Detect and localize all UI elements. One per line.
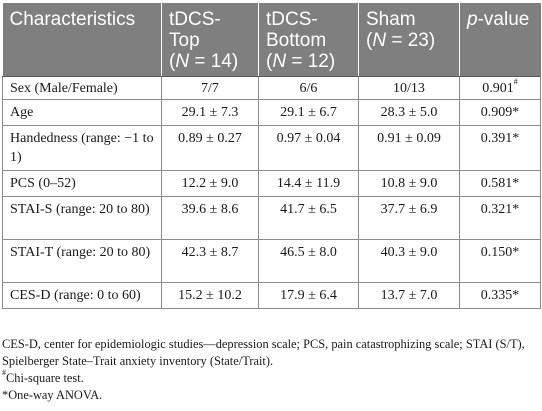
row-label: CES-D (range: 0 to 60) <box>2 282 162 309</box>
cell-p-value: 0.581* <box>459 170 541 197</box>
header-sham-line1: Sham <box>366 9 416 30</box>
cell-sham: 0.91 ± 0.09 <box>358 125 460 171</box>
cell-sham: 10/13 <box>358 76 460 100</box>
header-tdcs-bottom-line2: Bottom <box>266 30 327 51</box>
chi-square-note: #Chi-square test. <box>2 368 84 386</box>
row-label: PCS (0–52) <box>2 170 162 197</box>
cell-tdcs-bottom: 14.4 ± 11.9 <box>258 170 359 197</box>
header-p-value: p-value <box>459 3 541 77</box>
cell-tdcs-bottom: 6/6 <box>258 76 359 100</box>
row-label: Age <box>2 99 162 126</box>
footnote-mark: * <box>512 202 520 217</box>
table-row: STAI-S (range: 20 to 80) 39.6 ± 8.6 41.7… <box>2 196 541 240</box>
header-sham-n: (N = 23) <box>366 30 436 51</box>
table-row: CES-D (range: 0 to 60) 15.2 ± 10.2 17.9 … <box>2 282 541 309</box>
row-label: STAI-S (range: 20 to 80) <box>2 196 162 240</box>
cell-sham: 28.3 ± 5.0 <box>358 99 460 126</box>
cell-tdcs-top: 7/7 <box>161 76 259 100</box>
footnote-mark: * <box>512 288 520 303</box>
table-footnotes: CES-D, center for epidemiologic studies—… <box>2 336 538 404</box>
table-header-row: Characteristics tDCS- Top (N = 14) tDCS-… <box>2 3 541 77</box>
cell-tdcs-bottom: 17.9 ± 6.4 <box>258 282 359 309</box>
anova-mark: * <box>2 388 9 402</box>
cell-tdcs-top: 0.89 ± 0.27 <box>161 125 259 171</box>
row-label: STAI-T (range: 20 to 80) <box>2 239 162 283</box>
cell-p-value: 0.391* <box>459 125 541 171</box>
header-tdcs-top-line1: tDCS- <box>169 9 221 30</box>
footnote-mark: * <box>512 105 520 120</box>
header-tdcs-bottom-line1: tDCS- <box>266 9 318 30</box>
cell-tdcs-top: 15.2 ± 10.2 <box>161 282 259 309</box>
header-characteristics: Characteristics <box>2 3 162 77</box>
cell-tdcs-top: 42.3 ± 8.7 <box>161 239 259 283</box>
header-p-value-label: p-value <box>467 9 530 30</box>
cell-tdcs-top: 29.1 ± 7.3 <box>161 99 259 126</box>
table-row: PCS (0–52) 12.2 ± 9.0 14.4 ± 11.9 10.8 ±… <box>2 170 541 197</box>
footnote-mark: # <box>513 77 518 86</box>
row-label: Sex (Male/Female) <box>2 76 162 100</box>
cell-p-value: 0.321* <box>459 196 541 240</box>
cell-tdcs-top: 39.6 ± 8.6 <box>161 196 259 240</box>
cell-tdcs-bottom: 0.97 ± 0.04 <box>258 125 359 171</box>
cell-tdcs-bottom: 41.7 ± 6.5 <box>258 196 359 240</box>
characteristics-table-container: Characteristics tDCS- Top (N = 14) tDCS-… <box>2 3 541 309</box>
cell-tdcs-bottom: 46.5 ± 8.0 <box>258 239 359 283</box>
header-tdcs-top-line2: Top <box>169 30 200 51</box>
footnote-mark: * <box>512 131 520 146</box>
table-row: STAI-T (range: 20 to 80) 42.3 ± 8.7 46.5… <box>2 239 541 283</box>
cell-sham: 10.8 ± 9.0 <box>358 170 460 197</box>
footnote-mark: * <box>512 176 520 191</box>
cell-p-value: 0.335* <box>459 282 541 309</box>
header-sham: Sham (N = 23) <box>358 3 460 77</box>
table-row: Sex (Male/Female) 7/7 6/6 10/13 0.901# <box>2 76 541 100</box>
header-tdcs-bottom: tDCS- Bottom (N = 12) <box>258 3 359 77</box>
cell-p-value: 0.901# <box>459 76 541 100</box>
cell-sham: 40.3 ± 9.0 <box>358 239 460 283</box>
cell-sham: 37.7 ± 6.9 <box>358 196 460 240</box>
header-tdcs-top-n: (N = 14) <box>169 51 239 72</box>
cell-tdcs-bottom: 29.1 ± 6.7 <box>258 99 359 126</box>
abbreviations-note: CES-D, center for epidemiologic studies—… <box>2 337 525 368</box>
cell-tdcs-top: 12.2 ± 9.0 <box>161 170 259 197</box>
anova-note: *One-way ANOVA. <box>2 388 103 402</box>
chi-square-mark: # <box>2 368 6 377</box>
header-tdcs-bottom-n: (N = 12) <box>266 51 336 72</box>
header-tdcs-top: tDCS- Top (N = 14) <box>161 3 259 77</box>
cell-sham: 13.7 ± 7.0 <box>358 282 460 309</box>
table-row: Age 29.1 ± 7.3 29.1 ± 6.7 28.3 ± 5.0 0.9… <box>2 99 541 126</box>
header-characteristics-label: Characteristics <box>9 9 136 30</box>
footnote-mark: * <box>512 245 520 260</box>
cell-p-value: 0.150* <box>459 239 541 283</box>
row-label: Handedness (range: −1 to 1) <box>2 125 162 171</box>
table-row: Handedness (range: −1 to 1) 0.89 ± 0.27 … <box>2 125 541 171</box>
characteristics-table: Characteristics tDCS- Top (N = 14) tDCS-… <box>2 3 541 309</box>
cell-p-value: 0.909* <box>459 99 541 126</box>
